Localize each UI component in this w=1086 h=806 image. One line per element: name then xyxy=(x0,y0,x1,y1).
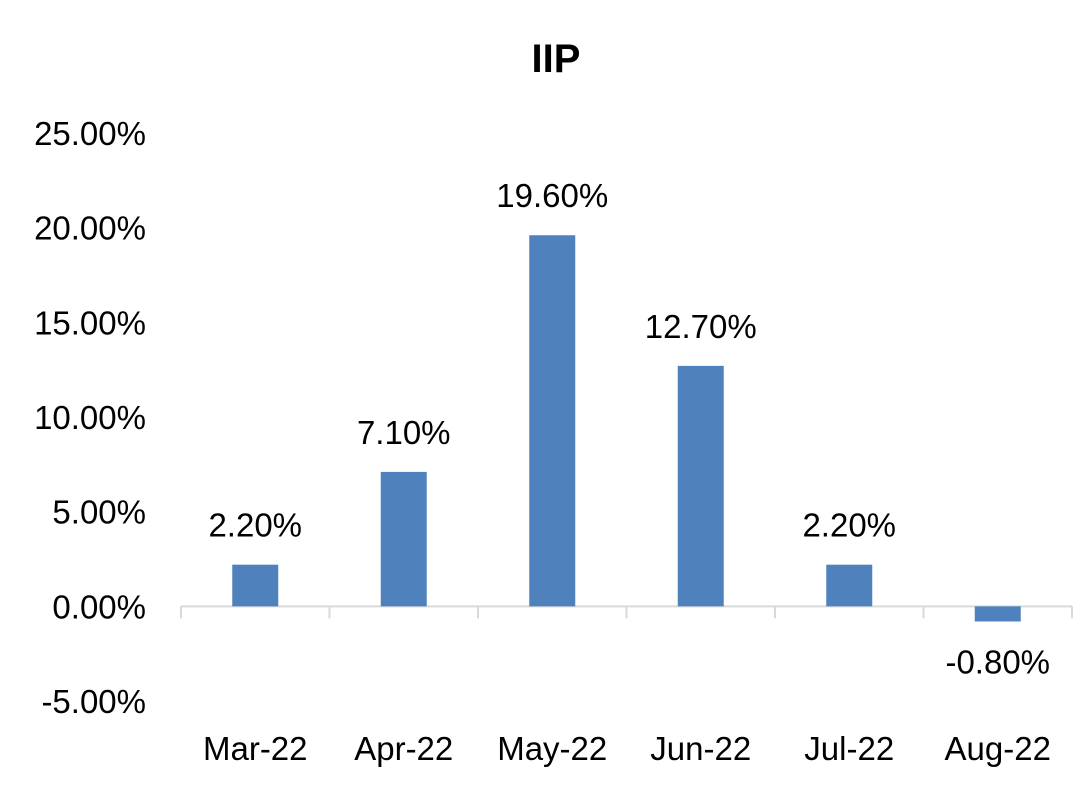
category-labels: Mar-22 Apr-22 May-22 Jun-22 Jul-22 Aug-22 xyxy=(203,730,1051,767)
y-tick-label: 0.00% xyxy=(52,588,146,625)
y-axis: -5.00% 0.00% 5.00% 10.00% 15.00% 20.00% 25.00% xyxy=(34,115,146,720)
bar xyxy=(380,471,427,607)
data-label: 12.70% xyxy=(645,308,757,345)
x-tick-label: May-22 xyxy=(497,730,607,767)
y-tick-label: 5.00% xyxy=(52,494,146,531)
x-tick-label: Apr-22 xyxy=(354,730,453,767)
chart-title: IIP xyxy=(532,37,581,81)
data-label: -0.80% xyxy=(945,643,1050,680)
x-tick-label: Mar-22 xyxy=(203,730,308,767)
y-tick-label: -5.00% xyxy=(41,683,146,720)
x-axis xyxy=(180,605,1073,619)
x-tick-label: Jul-22 xyxy=(804,730,894,767)
bar xyxy=(677,365,724,607)
bar xyxy=(974,606,1021,622)
x-tick-label: Jun-22 xyxy=(650,730,751,767)
data-label: 19.60% xyxy=(496,177,608,214)
y-tick-label: 15.00% xyxy=(34,304,146,341)
data-label: 2.20% xyxy=(208,507,302,544)
bar-series xyxy=(232,235,1021,622)
bar xyxy=(529,235,576,607)
data-label: 7.10% xyxy=(357,414,451,451)
y-tick-label: 20.00% xyxy=(34,210,146,247)
y-tick-label: 10.00% xyxy=(34,399,146,436)
y-tick-label: 25.00% xyxy=(34,115,146,152)
bar xyxy=(826,564,873,607)
bar xyxy=(232,564,279,607)
data-labels: 2.20% 7.10% 19.60% 12.70% 2.20% -0.80% xyxy=(208,177,1050,680)
data-label: 2.20% xyxy=(802,507,896,544)
x-tick-label: Aug-22 xyxy=(945,730,1051,767)
